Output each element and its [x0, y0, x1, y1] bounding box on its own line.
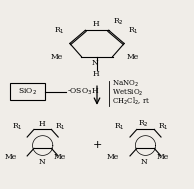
Bar [10, 83, 45, 100]
Text: R$_2$: R$_2$ [113, 16, 124, 27]
Text: H: H [38, 120, 45, 128]
Text: Me: Me [54, 153, 66, 161]
Text: Me: Me [106, 153, 119, 161]
Text: H: H [92, 70, 99, 78]
Text: R$_1$: R$_1$ [114, 121, 125, 132]
Text: N: N [38, 158, 45, 166]
Text: Me: Me [157, 153, 169, 161]
Text: -OSO$_3$H: -OSO$_3$H [67, 86, 99, 97]
Text: +: + [92, 140, 102, 149]
Text: R$_1$: R$_1$ [158, 121, 168, 132]
Text: WetSiO$_2$: WetSiO$_2$ [112, 88, 143, 98]
Text: Me: Me [127, 53, 139, 61]
Text: N: N [92, 59, 99, 67]
Text: R$_1$: R$_1$ [127, 26, 138, 36]
Text: CH$_2$Cl$_2$, rt: CH$_2$Cl$_2$, rt [112, 95, 150, 107]
Text: Me: Me [4, 153, 17, 161]
Text: R$_2$: R$_2$ [138, 119, 149, 129]
Text: R$_1$: R$_1$ [54, 26, 65, 36]
Text: Me: Me [51, 53, 63, 61]
Text: N: N [141, 158, 147, 166]
Text: R$_1$: R$_1$ [55, 121, 66, 132]
Text: NaNO$_2$: NaNO$_2$ [112, 79, 139, 89]
Text: SiO$_2$: SiO$_2$ [18, 86, 37, 97]
Text: H: H [93, 20, 99, 28]
Text: R$_1$: R$_1$ [12, 121, 23, 132]
